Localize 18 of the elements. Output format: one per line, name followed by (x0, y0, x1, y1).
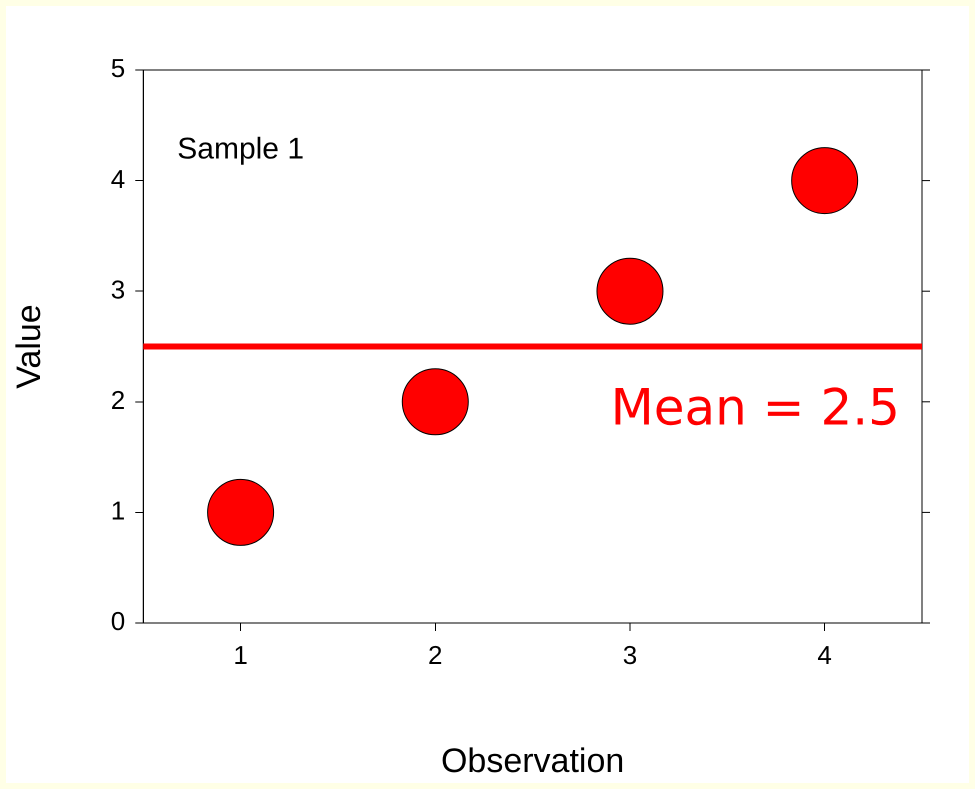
x-axis-title: Observation (440, 742, 624, 780)
point (402, 368, 469, 436)
x-tick-label: 1 (233, 640, 248, 670)
x-tick-label: 2 (428, 640, 443, 670)
ref-line-label: Mean = 2.5 (610, 378, 900, 436)
y-tick-label: 2 (110, 384, 126, 415)
point (207, 478, 274, 546)
x-tick-label: 3 (622, 640, 638, 670)
y-tick-label: 4 (110, 164, 126, 194)
y-tick-label: 0 (110, 606, 126, 636)
point (791, 147, 858, 214)
y-tick-label: 3 (110, 274, 126, 304)
x-tick-label: 4 (817, 640, 832, 670)
y-axis-title: Value (10, 304, 48, 389)
annotation: Sample 1 (177, 132, 304, 166)
y-tick-label: 5 (110, 53, 126, 84)
y-tick-label: 1 (110, 496, 126, 526)
point (596, 258, 664, 325)
